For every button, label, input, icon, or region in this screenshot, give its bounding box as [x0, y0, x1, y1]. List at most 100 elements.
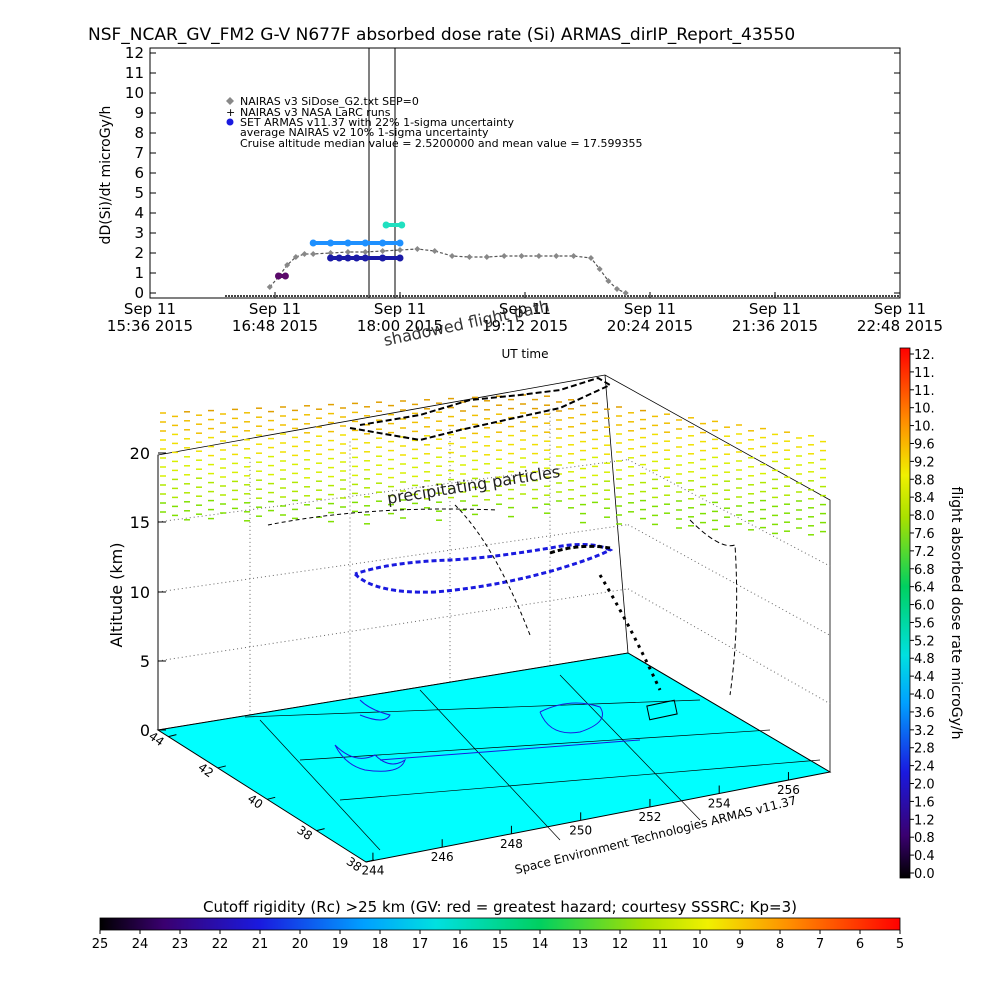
rigidity-tick-label: 23	[172, 937, 189, 952]
floor-marker-box	[646, 699, 678, 721]
floor-x-tick-label: 254	[708, 796, 731, 810]
wall-grid-line	[157, 588, 629, 662]
series-point-4	[281, 272, 289, 280]
rigidity-tick-label: 9	[736, 937, 744, 952]
dose-colorbar-tick-label: 8.0	[914, 509, 935, 524]
top-y-tick-label: 5	[134, 184, 144, 202]
dose-colorbar-tick-label: 6.4	[914, 581, 935, 596]
series-point-gray	[622, 290, 629, 296]
series-point-1	[379, 239, 387, 247]
dose-colorbar-tick-label: 1.6	[914, 795, 935, 810]
dose-colorbar-tick-label: 4.4	[914, 670, 935, 685]
top-series	[266, 221, 629, 296]
floor-x-tick-label: 256	[777, 783, 800, 797]
dose-colorbar-tick-label: 6.0	[914, 599, 935, 614]
dose-colorbar-ramp	[899, 347, 911, 879]
vertical-drop-track	[454, 504, 531, 636]
top-y-tick-label: 0	[134, 284, 144, 302]
dose-colorbar-tick-label: 0.8	[914, 831, 935, 846]
dose-colorbar-tick-label: 8.8	[914, 473, 935, 488]
top-y-tick-label: 1	[134, 264, 144, 282]
legend-label-1: NAIRAS v3 SiDose_G2.txt SEP=0	[240, 95, 419, 108]
floor-x-tick-label: 248	[500, 837, 523, 851]
series-point-2	[396, 254, 404, 262]
series-point-gray	[570, 253, 577, 259]
dose-colorbar-tick-label: 12.	[914, 348, 935, 363]
series-point-gray	[518, 253, 525, 259]
rigidity-tick-label: 25	[92, 937, 109, 952]
legend-label-4: average NAIRAS v2 10% 1-sigma uncertaint…	[240, 126, 489, 139]
top-y-tick-label: 11	[125, 64, 144, 82]
dose-colorbar-tick-label: 3.2	[914, 724, 935, 739]
rigidity-tick-label: 7	[816, 937, 824, 952]
series-point-2	[327, 254, 335, 262]
series-point-gray	[414, 246, 421, 252]
altitude-tick-label: 5	[140, 652, 150, 671]
series-point-gray	[614, 286, 621, 292]
dose-colorbar-tick-label: 7.6	[914, 527, 935, 542]
series-point-gray	[587, 255, 594, 261]
series-point-2	[361, 254, 369, 262]
legend-marker-blue-dot	[226, 118, 234, 126]
coastline	[379, 739, 641, 761]
series-point-gray	[535, 253, 542, 259]
dose-colorbar-tick-label: 9.2	[914, 455, 935, 470]
map-floor	[156, 652, 832, 863]
legend-label-5: Cruise altitude median value = 2.5200000…	[240, 137, 643, 150]
series-point-3	[398, 221, 406, 229]
series-point-2	[353, 254, 361, 262]
dose-colorbar-tick-label: 9.6	[914, 437, 935, 452]
rigidity-tick-label: 15	[492, 937, 509, 952]
top-x-tick-time: 18:00 2015	[357, 317, 443, 335]
rigidity-tick-label: 11	[652, 937, 669, 952]
wall-grid-line	[627, 524, 831, 636]
dose-colorbar: 12. 11. 11. 10. 10. 9.6 9.2 8.8 8.4 8.0 7.6 7.2 6.8 6…	[899, 347, 964, 882]
top-x-tick-time: 15:36 2015	[107, 317, 193, 335]
dose-colorbar-label: flight absorbed dose rate microGy/h	[948, 487, 964, 740]
series-point-gray	[483, 254, 490, 260]
altitude-axis-label: Altitude (km)	[107, 543, 126, 648]
top-x-tick-date: Sep 11	[624, 300, 676, 318]
series-point-gray	[501, 253, 508, 259]
altitude-ticks: 0 5 10 15 20	[130, 444, 166, 740]
series-point-2	[344, 254, 352, 262]
altitude-tick-label: 20	[130, 444, 150, 463]
rigidity-tick-label: 14	[532, 937, 549, 952]
rigidity-tick-label: 8	[776, 937, 784, 952]
series-point-1	[327, 239, 335, 247]
dose-colorbar-tick-label: 11.	[914, 366, 935, 381]
series-point-gray	[466, 254, 473, 260]
series-point-gray	[397, 247, 403, 253]
rigidity-bar-title: Cutoff rigidity (Rc) >25 km (GV: red = g…	[203, 898, 797, 916]
rigidity-tick-label: 21	[252, 937, 269, 952]
series-point-gray	[344, 249, 351, 255]
series-point-gray	[553, 253, 560, 259]
wall-grid	[157, 405, 831, 715]
rigidity-tick-label: 19	[332, 937, 349, 952]
altitude-tick-label: 0	[140, 721, 150, 740]
legend-label-3: SET ARMAS v11.37 with 22% 1-sigma uncert…	[240, 116, 514, 129]
top-y-tick-label: 4	[134, 204, 144, 222]
flight-track-segment	[549, 544, 611, 555]
top-y-tick-label: 9	[134, 104, 144, 122]
rigidity-bar-ramp	[99, 917, 901, 931]
rigidity-tick-label: 10	[692, 937, 709, 952]
map-line	[299, 729, 771, 761]
series-point-1	[344, 239, 352, 247]
floor-y-tick	[267, 796, 276, 800]
dose-colorbar-tick-label: 0.0	[914, 867, 935, 882]
rigidity-tick-label: 16	[452, 937, 469, 952]
rigidity-tick-label: 13	[572, 937, 589, 952]
legend-label-2: NAIRAS v3 NASA LaRC runs	[240, 106, 391, 119]
series-point-2	[379, 254, 387, 262]
rigidity-bar: Cutoff rigidity (Rc) >25 km (GV: red = g…	[92, 898, 904, 952]
dose-colorbar-tick-label: 7.2	[914, 545, 935, 560]
top-x-tick-date: Sep 11	[374, 300, 426, 318]
altitude-tick-label: 15	[130, 513, 150, 532]
dose-colorbar-tick-label: 2.0	[914, 778, 935, 793]
floor-x-tick-label: 244	[361, 864, 384, 878]
map-line	[559, 674, 701, 821]
top-y-tick-label: 12	[125, 44, 144, 62]
